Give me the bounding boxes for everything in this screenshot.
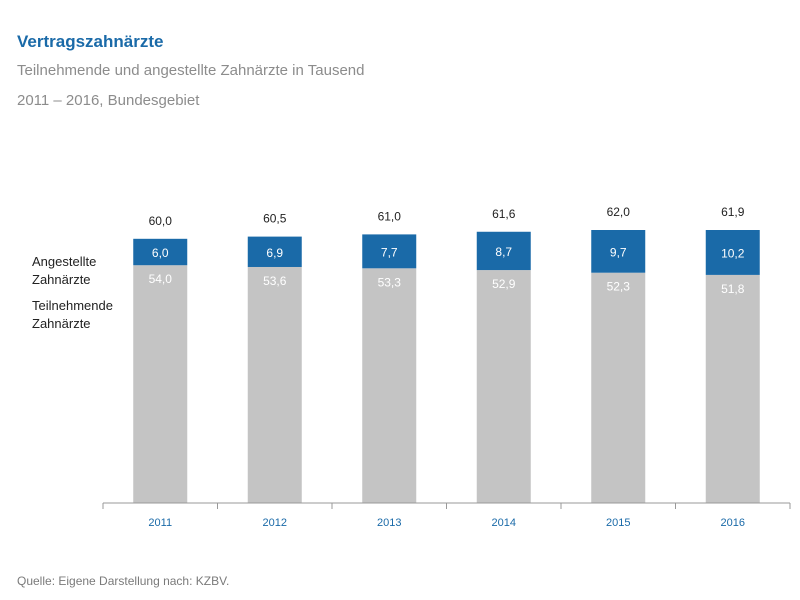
total-label-2013: 61,0 bbox=[378, 209, 402, 223]
bar-angestellte-2014 bbox=[476, 231, 531, 271]
data-label-teilnehmende-2012: 53,6 bbox=[263, 274, 287, 288]
chart-subtitle: Teilnehmende und angestellte Zahnärzte i… bbox=[17, 62, 365, 79]
bar-angestellte-2015 bbox=[591, 230, 646, 273]
x-tick-label-2016: 2016 bbox=[721, 517, 745, 529]
source-note: Quelle: Eigene Darstellung nach: KZBV. bbox=[17, 574, 230, 588]
bar-teilnehmende-2015 bbox=[591, 272, 646, 503]
total-label-2016: 61,9 bbox=[721, 205, 745, 219]
data-label-angestellte-2011: 6,0 bbox=[152, 246, 169, 260]
chart-title: Vertragszahnärzte bbox=[17, 32, 164, 51]
data-label-angestellte-2013: 7,7 bbox=[381, 245, 398, 259]
legend-angestellte-line2: Zahnärzte bbox=[32, 272, 91, 287]
total-label-2012: 60,5 bbox=[263, 212, 287, 226]
legend-teilnehmende-line2: Zahnärzte bbox=[32, 316, 91, 331]
legend-teilnehmende-line1: Teilnehmende bbox=[32, 298, 113, 313]
data-label-teilnehmende-2011: 54,0 bbox=[149, 272, 173, 286]
legend-angestellte-line1: Angestellte bbox=[32, 254, 96, 269]
data-label-teilnehmende-2013: 53,3 bbox=[378, 275, 402, 289]
bar-teilnehmende-2011 bbox=[133, 265, 188, 503]
total-label-2014: 61,6 bbox=[492, 207, 516, 221]
chart-subtitle-period: 2011 – 2016, Bundesgebiet bbox=[17, 92, 200, 109]
bar-angestellte-2016 bbox=[705, 230, 760, 275]
total-label-2011: 60,0 bbox=[149, 214, 173, 228]
bar-teilnehmende-2014 bbox=[476, 270, 531, 503]
data-label-angestellte-2012: 6,9 bbox=[266, 246, 283, 260]
data-label-teilnehmende-2014: 52,9 bbox=[492, 277, 516, 291]
data-label-angestellte-2014: 8,7 bbox=[495, 245, 512, 259]
bar-angestellte-2011 bbox=[133, 238, 188, 266]
data-label-angestellte-2016: 10,2 bbox=[721, 246, 745, 260]
bar-teilnehmende-2013 bbox=[362, 268, 417, 503]
bar-teilnehmende-2012 bbox=[247, 266, 302, 503]
bar-angestellte-2013 bbox=[362, 234, 417, 269]
data-label-teilnehmende-2016: 51,8 bbox=[721, 282, 745, 296]
x-tick-label-2013: 2013 bbox=[377, 517, 401, 529]
total-label-2015: 62,0 bbox=[607, 205, 631, 219]
data-label-angestellte-2015: 9,7 bbox=[610, 245, 627, 259]
x-tick-label-2015: 2015 bbox=[606, 517, 630, 529]
x-tick-label-2012: 2012 bbox=[263, 517, 287, 529]
x-tick-label-2014: 2014 bbox=[492, 517, 516, 529]
bar-teilnehmende-2016 bbox=[705, 274, 760, 503]
bar-angestellte-2012 bbox=[247, 236, 302, 267]
x-tick-label-2011: 2011 bbox=[148, 517, 172, 529]
data-label-teilnehmende-2015: 52,3 bbox=[607, 280, 631, 294]
